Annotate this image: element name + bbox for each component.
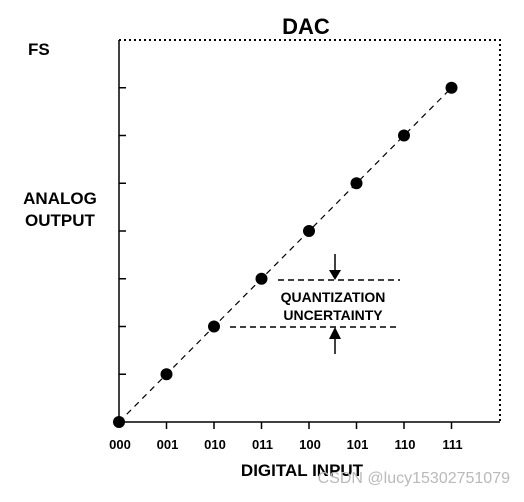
x-tick-label: 110	[395, 437, 416, 452]
data-point-100	[303, 225, 315, 237]
annotation-line-2: UNCERTAINTY	[283, 307, 383, 323]
data-point-010	[208, 320, 220, 333]
full-scale-label: FS	[28, 40, 50, 59]
data-point-101	[350, 177, 363, 190]
x-tick-label: 011	[252, 437, 273, 452]
x-tick-label: 101	[347, 437, 369, 452]
x-tick-label: 001	[157, 437, 179, 452]
y-axis-label: ANALOG OUTPUT	[0, 188, 120, 232]
top-arrow	[329, 254, 341, 280]
data-point-000	[113, 416, 125, 428]
chart-title: DAC	[282, 14, 330, 39]
x-axis-label: DIGITAL INPUT	[240, 461, 364, 480]
data-point-110	[398, 129, 410, 142]
data-point-001	[160, 368, 173, 381]
y-ticks	[119, 87, 126, 375]
annotation-line-1: QUANTIZATION	[280, 289, 386, 305]
dotted-frame	[119, 39, 501, 422]
data-point-111	[445, 81, 458, 94]
bottom-arrow	[329, 327, 341, 354]
transfer-line	[118, 87, 452, 423]
x-ticks: 000 001 010 011 100 101 110 111	[109, 422, 463, 452]
x-tick-label: 000	[109, 437, 131, 452]
watermark: CSDN @lucy15302751079	[317, 470, 510, 487]
y-axis-label-line-1: ANALOG	[23, 189, 97, 208]
x-tick-label: 100	[299, 437, 321, 452]
data-points	[113, 81, 458, 428]
x-tick-label: 010	[204, 437, 226, 452]
x-tick-label: 111	[442, 437, 462, 452]
quantization-annotation: QUANTIZATION UNCERTAINTY	[246, 288, 420, 324]
y-axis-label-line-2: OUTPUT	[25, 211, 95, 230]
data-point-011	[255, 272, 268, 285]
